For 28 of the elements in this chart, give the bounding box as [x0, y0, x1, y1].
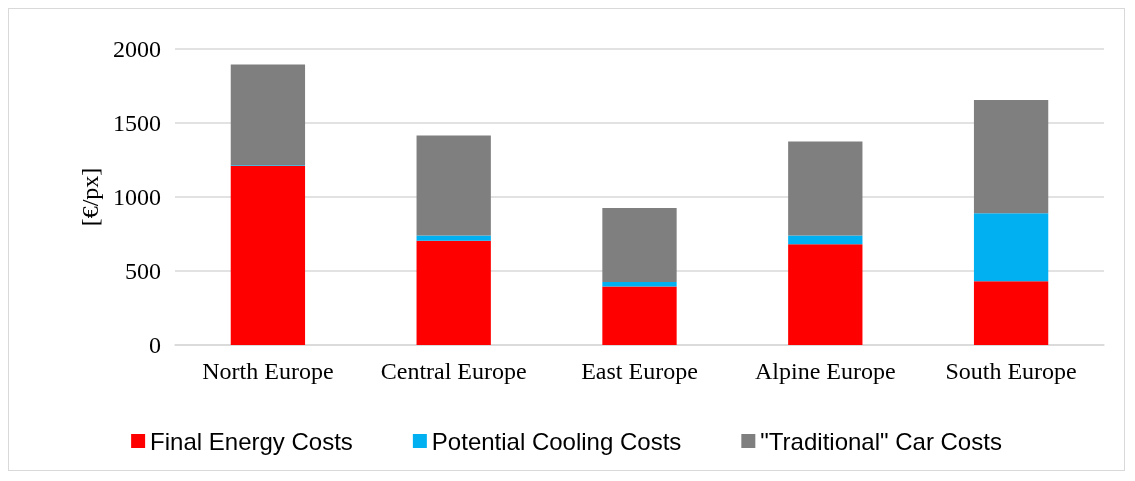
bar — [602, 282, 677, 287]
y-tick-label: 500 — [125, 258, 161, 284]
bar — [230, 64, 306, 166]
bar — [788, 244, 863, 345]
x-tick-label: South Europe — [945, 358, 1077, 384]
bar — [973, 213, 1049, 282]
bar — [416, 235, 491, 241]
x-tick-label: Alpine Europe — [754, 358, 896, 384]
y-axis-title: [€/px] — [77, 167, 104, 227]
bar — [973, 281, 1049, 345]
bar — [602, 208, 677, 283]
legend-label: "Traditional" Car Costs — [760, 427, 1002, 455]
y-tick-label: 1000 — [113, 184, 161, 210]
x-tick-label: Central Europe — [380, 358, 527, 384]
y-tick-label: 1500 — [113, 110, 161, 136]
bar — [602, 286, 677, 345]
bar — [230, 165, 306, 345]
x-tick-label: North Europe — [202, 358, 334, 384]
x-tick-label: East Europe — [581, 358, 698, 384]
y-tick-label: 2000 — [113, 36, 161, 62]
bar — [416, 240, 491, 345]
bar — [973, 100, 1049, 214]
bar — [788, 141, 863, 236]
bar — [788, 235, 863, 245]
legend-label: Final Energy Costs — [150, 427, 353, 455]
bar — [416, 135, 491, 236]
legend-label: Potential Cooling Costs — [431, 427, 682, 455]
y-tick-label: 0 — [149, 332, 161, 358]
